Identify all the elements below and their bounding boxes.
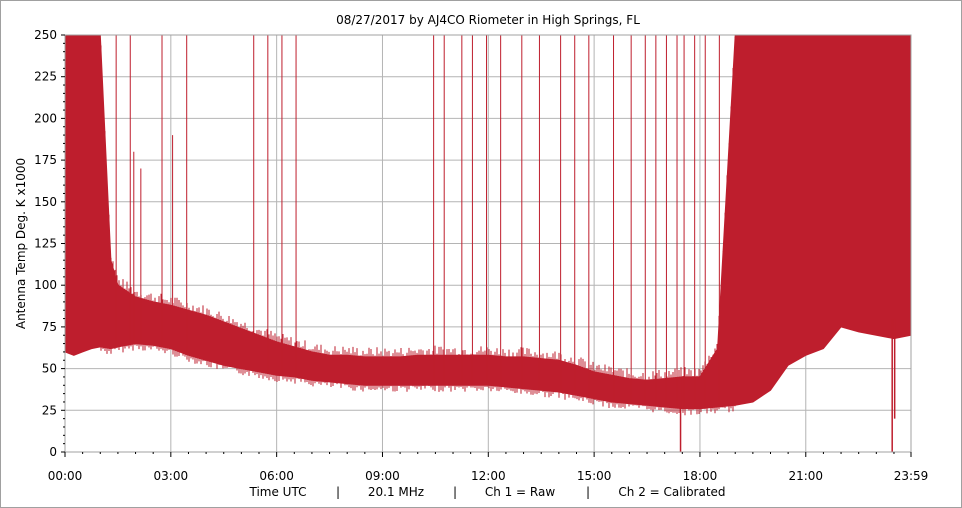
y-tick-label: 250 xyxy=(34,28,57,42)
x-tick-label: 00:00 xyxy=(48,469,83,483)
footer-time-utc: Time UTC xyxy=(249,485,307,499)
footer-channel-1: Ch 1 = Raw xyxy=(485,485,556,499)
x-tick-label: 21:00 xyxy=(788,469,823,483)
y-tick-label: 125 xyxy=(34,237,57,251)
y-tick-label: 25 xyxy=(42,403,57,417)
y-tick-label: 150 xyxy=(34,195,57,209)
x-tick-label: 15:00 xyxy=(577,469,612,483)
y-tick-label: 225 xyxy=(34,70,57,84)
y-tick-label: 75 xyxy=(42,320,57,334)
footer-separator: | xyxy=(336,485,340,499)
footer-frequency: 20.1 MHz xyxy=(368,485,424,499)
y-tick-label: 0 xyxy=(49,445,57,459)
footer-channel-2: Ch 2 = Calibrated xyxy=(618,485,725,499)
footer-separator: | xyxy=(453,485,457,499)
x-tick-label: 06:00 xyxy=(259,469,294,483)
x-tick-label: 18:00 xyxy=(683,469,718,483)
footer-separator: | xyxy=(586,485,590,499)
y-tick-label: 200 xyxy=(34,111,57,125)
y-tick-label: 100 xyxy=(34,278,57,292)
x-axis-ticks: 00:00 03:00 06:00 09:00 12:00 15:00 18:00 21:00… xyxy=(48,452,929,483)
y-tick-label: 50 xyxy=(42,362,57,376)
data-series xyxy=(64,34,912,452)
y-axis-title: Antenna Temp Deg. K x1000 xyxy=(14,158,28,329)
x-tick-label: 03:00 xyxy=(154,469,189,483)
x-tick-label: 12:00 xyxy=(471,469,506,483)
x-tick-label: 23:59 xyxy=(894,469,929,483)
y-axis-ticks: 0 25 50 75 100 125 150 175 200 225 250 xyxy=(34,28,65,459)
footer-info: Time UTC | 20.1 MHz | Ch 1 = Raw | Ch 2 … xyxy=(249,485,726,499)
x-tick-label: 09:00 xyxy=(365,469,400,483)
y-tick-label: 175 xyxy=(34,153,57,167)
chart-title: 08/27/2017 by AJ4CO Riometer in High Spr… xyxy=(336,13,640,27)
